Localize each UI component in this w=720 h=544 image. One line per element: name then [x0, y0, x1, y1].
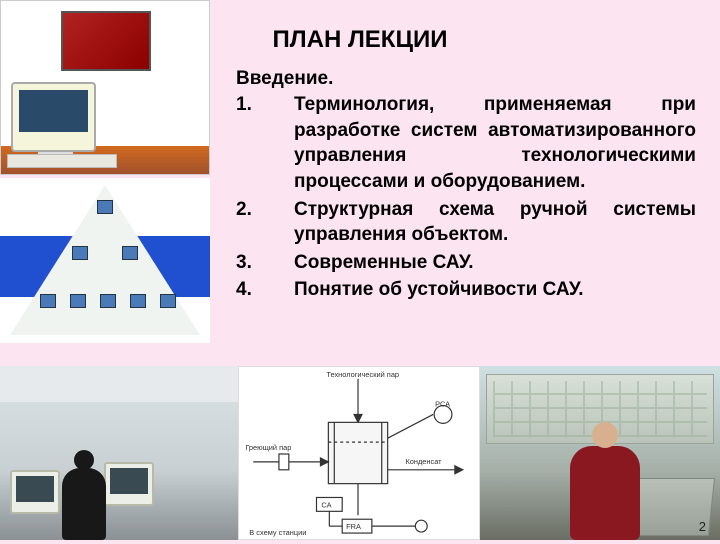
keyboard-shape — [7, 154, 117, 168]
pyramid-node — [122, 246, 138, 260]
pyramid-node — [70, 294, 86, 308]
outline-list: 1. Терминология, применяемая при разрабо… — [236, 92, 696, 305]
diagram-label: В схему станции — [249, 528, 306, 537]
image-computer-stadium — [0, 0, 210, 175]
operator-figure — [570, 446, 640, 540]
list-item: 2. Структурная схема ручной системы упра… — [236, 197, 696, 248]
list-item: 1. Терминология, применяемая при разрабо… — [236, 92, 696, 195]
item-text: Понятие об устойчивости САУ. — [294, 277, 696, 303]
image-hierarchy-pyramid — [0, 178, 210, 343]
crt-monitor-icon — [11, 82, 96, 152]
intro-text: Введение. — [236, 68, 333, 90]
lecture-slide: ПЛАН ЛЕКЦИИ Введение. 1. Терминология, п… — [0, 0, 720, 540]
crt-monitor-icon — [10, 470, 60, 514]
page-number: 2 — [699, 519, 706, 534]
diagram-label: Конденсат — [405, 457, 442, 466]
pyramid-node — [97, 200, 113, 214]
image-control-room — [480, 366, 720, 540]
slide-title: ПЛАН ЛЕКЦИИ — [273, 26, 448, 54]
item-text: Современные САУ. — [294, 250, 696, 276]
crt-monitor-icon — [104, 462, 154, 506]
diagram-label: Технологический пар — [326, 370, 399, 379]
backdrop-shape — [61, 11, 151, 71]
diagram-label: СА — [321, 500, 331, 509]
pyramid-node — [130, 294, 146, 308]
pyramid-node — [72, 246, 88, 260]
item-number: 4. — [236, 277, 294, 303]
image-process-diagram: Технологический пар Греющий пар РСА Конд… — [238, 366, 480, 540]
pyramid-node — [40, 294, 56, 308]
diagram-label: Греющий пар — [245, 443, 291, 452]
person-silhouette — [62, 468, 106, 540]
diagram-label: РСА — [435, 400, 450, 409]
list-item: 3. Современные САУ. — [236, 250, 696, 276]
image-office-room — [0, 366, 238, 540]
pyramid-node — [160, 294, 176, 308]
item-text: Структурная схема ручной системы управле… — [294, 197, 696, 248]
item-number: 3. — [236, 250, 294, 276]
pyramid-node — [100, 294, 116, 308]
diagram-label: FRA — [346, 522, 361, 531]
flowchart-svg: Технологический пар Греющий пар РСА Конд… — [239, 367, 479, 539]
list-item: 4. Понятие об устойчивости САУ. — [236, 277, 696, 303]
item-number: 1. — [236, 92, 294, 195]
item-number: 2. — [236, 197, 294, 248]
ceiling-shape — [0, 366, 238, 402]
item-text: Терминология, применяемая при разработке… — [294, 92, 696, 195]
